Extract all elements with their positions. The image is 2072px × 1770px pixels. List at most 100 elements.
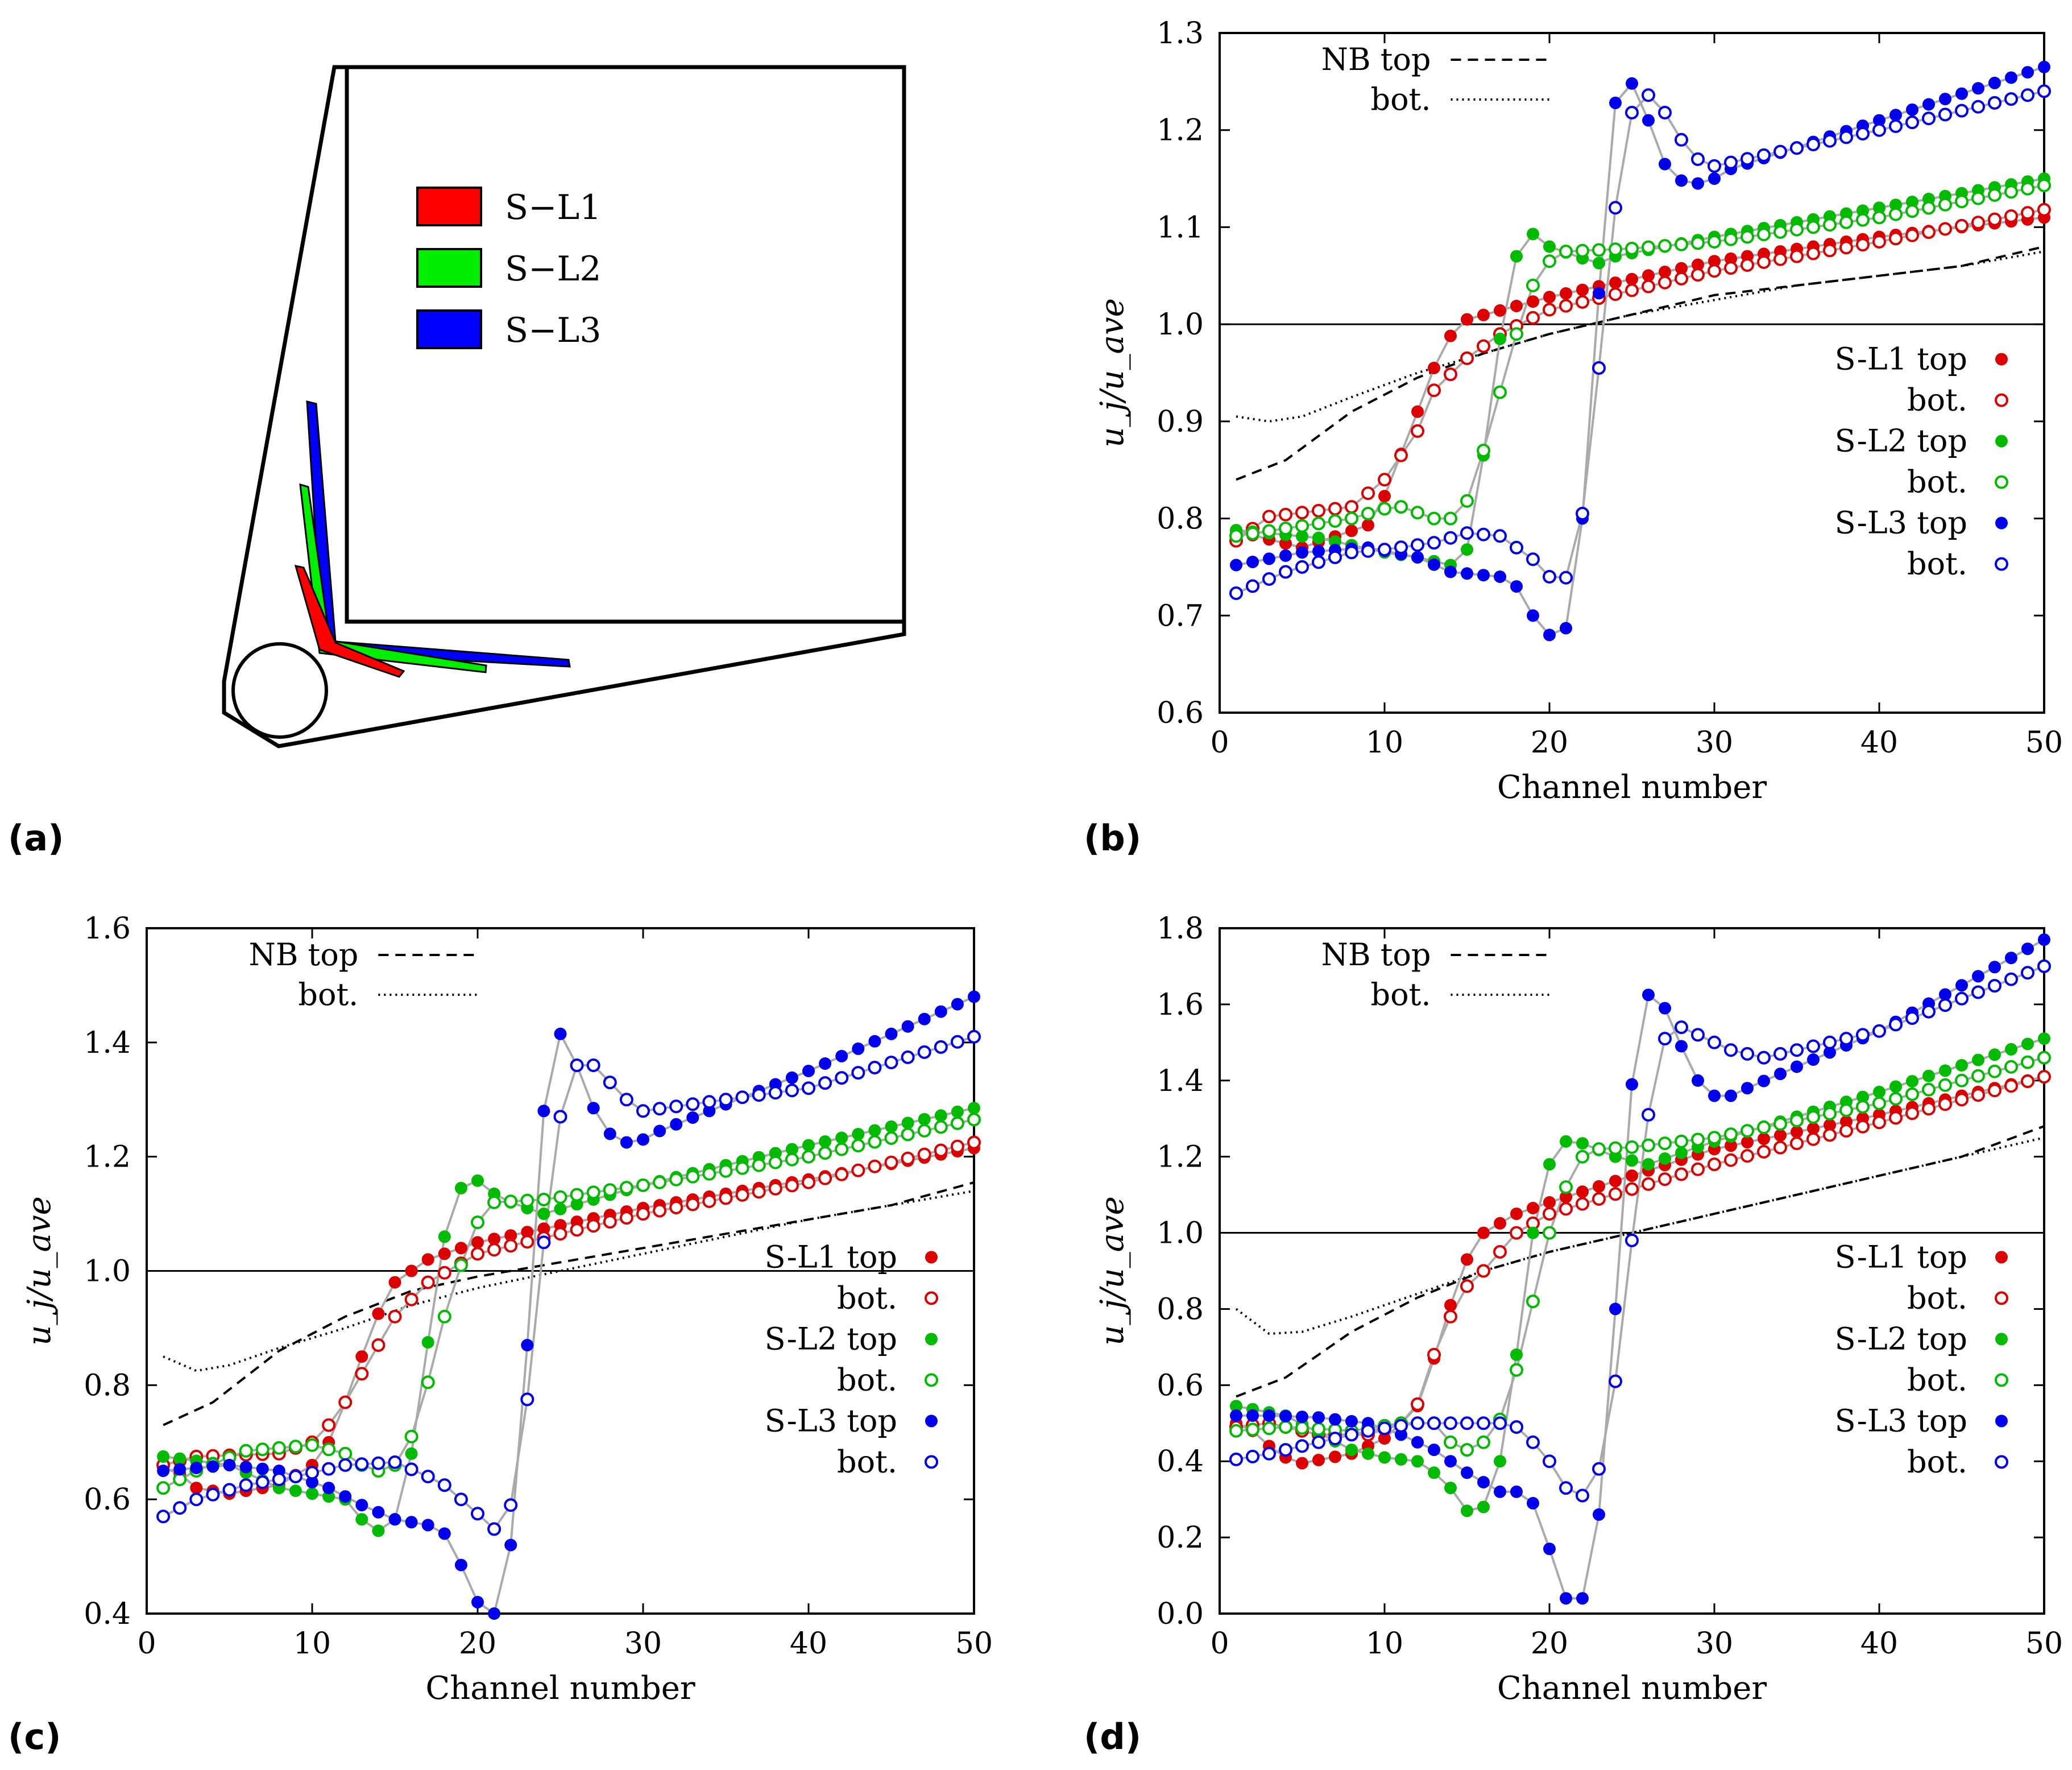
legend-series-label: S-L2 top xyxy=(1835,1321,1967,1357)
data-point-bot xyxy=(1246,1449,1259,1463)
data-point-top xyxy=(1461,543,1473,556)
data-point-top xyxy=(1263,552,1275,565)
data-point-bot xyxy=(1559,570,1573,585)
data-point-top xyxy=(1296,530,1308,543)
data-point-top xyxy=(1527,1202,1539,1214)
data-point-bot xyxy=(619,1181,633,1195)
data-point-bot xyxy=(239,1444,253,1458)
data-point-top xyxy=(1758,1074,1770,1087)
data-point-bot xyxy=(1691,1162,1705,1176)
data-point-top xyxy=(1444,1482,1457,1495)
data-point-bot xyxy=(1839,241,1853,255)
data-point-bot xyxy=(189,1492,204,1507)
data-point-top xyxy=(1692,258,1704,271)
legend-series-marker xyxy=(1995,435,2008,448)
data-point-bot xyxy=(1295,560,1309,574)
data-point-bot xyxy=(1312,516,1325,531)
data-point-bot xyxy=(719,1191,733,1205)
data-point-top xyxy=(421,1336,434,1349)
data-point-bot xyxy=(1856,1119,1870,1134)
data-point-top xyxy=(1428,558,1440,571)
data-point-bot xyxy=(967,1113,981,1127)
data-point-bot xyxy=(1741,1149,1754,1163)
data-point-bot xyxy=(471,1247,484,1261)
data-point-bot xyxy=(1609,242,1622,257)
legend-nb-top: NB top xyxy=(248,937,358,973)
data-point-bot xyxy=(454,1492,468,1507)
data-point-top xyxy=(1411,551,1424,564)
data-point-top xyxy=(1444,565,1457,578)
legend-series-label: S-L1 top xyxy=(765,1239,897,1275)
data-point-bot xyxy=(1658,1172,1672,1186)
data-point-bot xyxy=(553,1227,567,1241)
data-point-bot xyxy=(1229,586,1243,600)
data-point-top xyxy=(289,1484,302,1498)
data-point-bot xyxy=(1889,1018,1903,1032)
data-point-top xyxy=(1543,628,1556,642)
data-point-top xyxy=(802,1139,815,1152)
data-point-top xyxy=(1659,266,1671,279)
data-point-bot xyxy=(1839,1032,1853,1046)
data-point-bot xyxy=(305,1438,319,1452)
data-point-bot xyxy=(1625,283,1639,297)
data-point-bot xyxy=(586,1219,600,1233)
data-point-top xyxy=(1296,1411,1308,1424)
data-point-bot xyxy=(1856,127,1870,140)
data-point-bot xyxy=(1675,237,1688,251)
data-point-bot xyxy=(702,1167,716,1181)
data-point-bot xyxy=(1411,1416,1424,1430)
data-point-top xyxy=(521,1339,534,1351)
data-point-bot xyxy=(1922,111,1936,126)
data-point-bot xyxy=(272,1441,286,1455)
data-point-bot xyxy=(884,1155,898,1169)
data-point-top xyxy=(1230,559,1242,572)
data-point-bot xyxy=(487,1243,502,1257)
data-point-top xyxy=(1939,988,1951,1001)
data-point-bot xyxy=(1526,1435,1540,1449)
data-point-bot xyxy=(1394,448,1408,462)
y-axis-label: u_j/u_ave xyxy=(21,1196,58,1346)
data-point-top xyxy=(1510,250,1523,263)
data-point-top xyxy=(1510,580,1523,593)
data-point-bot xyxy=(1312,503,1325,518)
data-point-bot xyxy=(487,1522,502,1536)
data-point-bot xyxy=(785,1083,799,1098)
data-point-top xyxy=(1444,329,1457,342)
data-point-top xyxy=(951,998,964,1011)
data-point-top xyxy=(1527,1226,1539,1239)
data-point-bot xyxy=(1510,1226,1523,1240)
data-point-bot xyxy=(1312,1422,1325,1436)
data-point-bot xyxy=(835,1071,849,1085)
data-point-bot xyxy=(1279,507,1292,522)
data-point-top xyxy=(1692,1074,1704,1087)
data-point-bot xyxy=(520,1193,534,1207)
data-point-top xyxy=(1477,1476,1490,1488)
data-point-top xyxy=(421,1253,434,1266)
data-point-bot xyxy=(388,1309,402,1324)
data-point-top xyxy=(1988,1048,2001,1061)
data-point-top xyxy=(1675,262,1688,275)
data-point-bot xyxy=(1905,1087,1919,1101)
data-point-bot xyxy=(1477,1435,1490,1449)
y-tick-label: 1.2 xyxy=(1157,114,1204,148)
data-point-top xyxy=(471,1174,484,1187)
legend-series-marker xyxy=(925,1455,938,1469)
data-point-bot xyxy=(421,1275,435,1289)
data-point-bot xyxy=(2037,179,2051,192)
data-point-bot xyxy=(1345,500,1358,514)
data-point-bot xyxy=(1988,1064,2001,1078)
data-point-bot xyxy=(1806,246,1820,260)
data-point-top xyxy=(2021,1037,2034,1051)
data-point-bot xyxy=(752,1185,766,1199)
data-point-bot xyxy=(1559,299,1573,313)
data-point-top xyxy=(1626,1169,1638,1182)
data-point-top xyxy=(1939,93,1951,106)
data-point-bot xyxy=(570,1058,584,1072)
data-point-bot xyxy=(1724,155,1738,169)
data-point-bot xyxy=(1741,1124,1754,1138)
data-point-bot xyxy=(835,1167,849,1181)
data-point-bot xyxy=(322,1462,336,1476)
data-point-top xyxy=(1642,269,1655,282)
x-tick-label: 10 xyxy=(1366,726,1403,760)
data-point-bot xyxy=(1262,1446,1276,1461)
